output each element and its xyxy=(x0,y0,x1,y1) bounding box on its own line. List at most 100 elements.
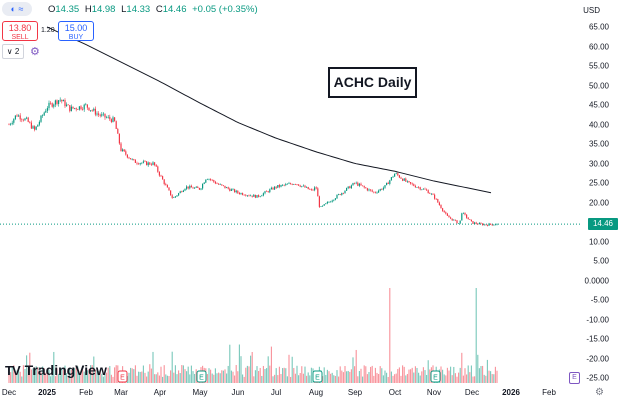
candle-body xyxy=(170,190,172,196)
candle-body xyxy=(371,190,373,192)
volume-bar xyxy=(443,374,445,383)
volume-bar xyxy=(293,367,295,383)
volume-bar xyxy=(395,373,397,383)
volume-bar xyxy=(464,368,466,383)
volume-bar xyxy=(82,369,84,383)
volume-bar xyxy=(48,369,50,383)
candle-body xyxy=(139,163,141,165)
volume-bar xyxy=(384,370,386,383)
chart-settings-icon[interactable]: ⚙ xyxy=(595,387,604,398)
indicator-settings-icon[interactable]: ⚙ xyxy=(30,46,40,58)
earnings-marker-label: E xyxy=(120,375,125,382)
candle-body xyxy=(294,184,296,185)
price-tick: 60.00 xyxy=(588,42,609,51)
volume-bar xyxy=(54,376,56,383)
candle-body xyxy=(69,105,71,112)
candle-body xyxy=(496,223,498,225)
candle-body xyxy=(192,187,194,189)
candle-body xyxy=(46,108,48,111)
volume-bar xyxy=(134,365,136,383)
candle-body xyxy=(334,198,336,200)
volume-bar xyxy=(298,375,300,383)
chart-type-toggle[interactable]: ◐ ≈ xyxy=(2,2,32,16)
volume-bar xyxy=(256,366,258,383)
earnings-marker[interactable]: E xyxy=(196,370,207,383)
volume-bar xyxy=(416,367,418,383)
candle-body xyxy=(437,199,439,203)
candle-body xyxy=(38,121,40,125)
tradingview-logo[interactable]: TV TradingView xyxy=(5,362,107,378)
sell-button[interactable]: 13.80 SELL xyxy=(2,21,38,41)
volume-bar xyxy=(24,369,26,383)
volume-bar xyxy=(371,365,373,383)
candle-body xyxy=(162,176,164,180)
candle-body xyxy=(45,110,47,113)
volume-bar xyxy=(166,375,168,383)
candle-body xyxy=(250,195,252,197)
volume-bar xyxy=(424,370,426,383)
ohlc-close-value: 14.46 xyxy=(162,4,187,15)
indicators-collapse-button[interactable]: ∨ 2 xyxy=(2,44,24,59)
candle-body xyxy=(386,182,388,186)
volume-bar xyxy=(296,365,298,383)
earnings-marker-label: E xyxy=(433,375,438,382)
volume-bar xyxy=(451,375,453,383)
volume-bar xyxy=(250,355,252,383)
candle-body xyxy=(269,189,271,193)
candle-body xyxy=(418,187,420,188)
earnings-flag-icon[interactable]: E xyxy=(569,372,580,384)
candle-body xyxy=(211,179,213,181)
candle-body xyxy=(91,110,93,111)
volume-bar xyxy=(475,288,477,383)
volume-bar xyxy=(390,371,392,383)
volume-bar xyxy=(291,356,293,383)
volume-bar xyxy=(341,370,343,383)
volume-bar xyxy=(11,367,13,383)
price-tick: 40.00 xyxy=(588,120,609,129)
candle-body xyxy=(150,164,152,166)
candle-body xyxy=(158,171,160,176)
candle-body xyxy=(402,178,404,181)
candle-body xyxy=(451,218,453,221)
candle-body xyxy=(117,128,119,134)
volume-bar xyxy=(176,374,178,383)
candle-body xyxy=(421,189,423,191)
volume-bar xyxy=(237,371,239,383)
volume-bar xyxy=(190,365,192,383)
volume-bar xyxy=(307,372,309,383)
volume-bar xyxy=(346,371,348,383)
volume-bar xyxy=(379,366,381,383)
volume-bar xyxy=(147,371,149,383)
candle-body xyxy=(168,187,170,191)
candle-body xyxy=(392,176,394,178)
currency-label[interactable]: USD xyxy=(583,6,600,15)
chart-type-icon: ◐ ≈ xyxy=(10,4,24,14)
volume-bar xyxy=(382,375,384,383)
candle-body xyxy=(395,173,397,174)
buy-button[interactable]: 15.00 BUY xyxy=(58,21,94,41)
earnings-marker-label: E xyxy=(315,375,320,382)
earnings-marker[interactable]: E xyxy=(117,370,128,383)
volume-bar xyxy=(419,375,421,383)
volume-bar xyxy=(389,288,391,383)
volume-bar xyxy=(446,367,448,383)
volume-bar xyxy=(106,372,108,383)
volume-bar xyxy=(77,366,79,383)
volume-bar xyxy=(411,367,413,383)
volume-bar xyxy=(338,376,340,383)
volume-bar xyxy=(472,376,474,383)
volume-bar xyxy=(51,365,53,383)
volume-bar xyxy=(235,365,237,383)
volume-bar xyxy=(86,370,88,383)
earnings-marker[interactable]: E xyxy=(430,370,441,383)
volume-bar xyxy=(234,375,236,383)
earnings-marker[interactable]: E xyxy=(312,370,323,383)
candle-body xyxy=(195,186,197,188)
volume-bar xyxy=(336,370,338,383)
volume-bar xyxy=(211,373,213,383)
volume-bar xyxy=(294,373,296,383)
candle-body xyxy=(416,187,418,188)
candle-body xyxy=(272,187,274,190)
candle-body xyxy=(486,225,488,226)
